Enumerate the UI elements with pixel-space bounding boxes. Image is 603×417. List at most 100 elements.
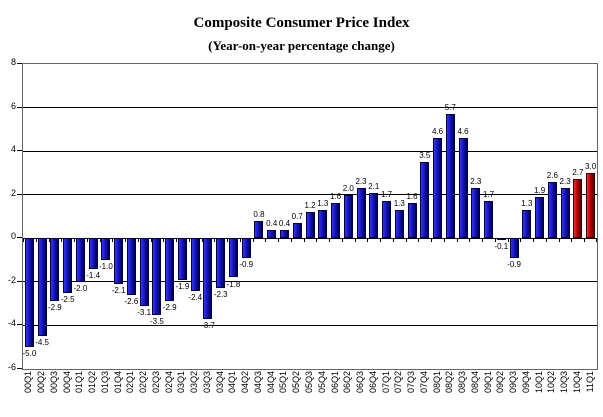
category-tick <box>469 238 471 243</box>
bar <box>241 238 251 258</box>
bar <box>24 238 34 348</box>
x-axis-label: 10Q1 <box>533 371 544 394</box>
category-tick <box>443 238 445 243</box>
bar <box>445 114 455 239</box>
bar <box>254 220 264 239</box>
bar <box>318 209 328 239</box>
y-axis-tick-label: 2 <box>10 187 16 198</box>
category-tick <box>596 238 597 243</box>
y-axis-tick <box>17 150 22 152</box>
category-tick <box>456 238 458 243</box>
bar-value-label: -1.4 <box>86 270 101 280</box>
category-tick <box>533 238 535 243</box>
bar-value-label: -2.6 <box>124 296 139 306</box>
x-axis-label: 09Q2 <box>495 371 506 394</box>
bar-value-label: 1.9 <box>534 185 546 195</box>
y-axis-tick <box>17 280 22 282</box>
bar <box>203 238 213 319</box>
y-axis-tick-label: -2 <box>7 274 16 285</box>
category-tick <box>341 238 343 243</box>
bar-value-label: 3.0 <box>585 161 597 171</box>
y-axis-tick-label: 0 <box>10 231 16 242</box>
y-axis-tick <box>17 106 22 108</box>
bar-value-label: 1.7 <box>380 190 393 200</box>
bar <box>177 238 187 280</box>
bar <box>471 188 481 239</box>
x-axis-label: 01Q1 <box>74 371 85 394</box>
bar-value-label: 2.7 <box>572 168 584 178</box>
plot-area: -5.0 -4.5 -2.9 -2.5 -2.0 -1.4 -1.0 -2.1 -2.6 -3.1… <box>22 63 598 370</box>
category-tick <box>392 238 394 243</box>
x-axis-label: 11Q1 <box>584 371 595 393</box>
bar-value-label: -2.9 <box>162 303 177 313</box>
bar-value-label: 0.7 <box>291 212 303 222</box>
bar <box>101 238 111 261</box>
bar <box>126 238 136 295</box>
bar <box>75 238 85 282</box>
bar-value-label: -3.7 <box>201 320 215 330</box>
gridline <box>23 237 597 239</box>
x-axis-label: 09Q4 <box>520 371 531 394</box>
bar-value-label: -2.4 <box>188 292 203 302</box>
x-axis-label: 03Q4 <box>214 371 225 394</box>
bar-value-label: -4.5 <box>35 338 50 348</box>
category-tick <box>290 238 292 243</box>
x-axis-label: 10Q2 <box>546 371 557 394</box>
bar-value-label: 2.1 <box>368 181 380 191</box>
category-tick <box>227 238 229 243</box>
category-tick <box>201 238 203 243</box>
x-axis-label: 03Q3 <box>201 371 212 394</box>
bar <box>216 238 226 289</box>
category-tick <box>99 238 101 243</box>
x-axis-label: 02Q3 <box>150 371 161 394</box>
category-tick <box>354 238 356 243</box>
bar-value-label: -0.9 <box>239 259 254 269</box>
category-tick <box>61 238 63 243</box>
category-tick <box>163 238 165 243</box>
y-axis-tick-label: -6 <box>7 362 16 372</box>
gridline <box>23 281 597 283</box>
bar-value-label: -1.8 <box>226 279 241 289</box>
bar <box>484 201 494 239</box>
x-axis-label: 10Q3 <box>559 371 570 394</box>
x-axis-label: 08Q2 <box>444 371 455 394</box>
x-axis-label: 07Q1 <box>380 371 391 394</box>
bar <box>433 138 443 239</box>
category-tick <box>137 238 139 243</box>
x-axis-label: 06Q3 <box>355 371 366 394</box>
bar <box>331 203 340 239</box>
x-axis-label: 07Q2 <box>393 371 404 394</box>
bar-value-label: 2.3 <box>355 177 367 187</box>
bar <box>279 229 289 239</box>
bar-value-label: 2.3 <box>559 177 571 187</box>
bar-value-label: 0.4 <box>266 218 278 228</box>
bar-value-label: 1.3 <box>393 198 405 208</box>
x-axis-label: 04Q3 <box>252 371 263 394</box>
bar <box>37 238 47 337</box>
bar <box>50 238 60 302</box>
y-axis-tick <box>17 193 22 195</box>
category-tick <box>571 238 573 243</box>
gridline <box>23 194 597 196</box>
bar-value-label: -1.9 <box>175 281 190 291</box>
category-tick <box>520 238 522 243</box>
x-axis-label: 02Q2 <box>138 371 149 394</box>
y-axis-tick-label: -4 <box>7 318 16 329</box>
category-tick <box>482 238 484 243</box>
bar-value-label: 2.3 <box>470 177 482 187</box>
bar <box>305 212 315 239</box>
x-axis-label: 01Q3 <box>99 371 110 394</box>
bar <box>509 238 519 258</box>
category-tick <box>545 238 547 243</box>
x-axis-label: 01Q4 <box>112 371 123 394</box>
y-axis-tick <box>17 368 22 369</box>
x-axis-label: 02Q1 <box>125 371 136 394</box>
category-tick <box>584 238 586 243</box>
x-axis-label: 06Q4 <box>367 371 378 394</box>
bar <box>190 238 200 291</box>
category-tick <box>418 238 420 243</box>
category-tick <box>239 238 241 243</box>
bar <box>139 238 149 306</box>
chart-subtitle: (Year-on-year percentage change) <box>208 38 395 53</box>
x-axis-label: 05Q3 <box>304 371 314 394</box>
